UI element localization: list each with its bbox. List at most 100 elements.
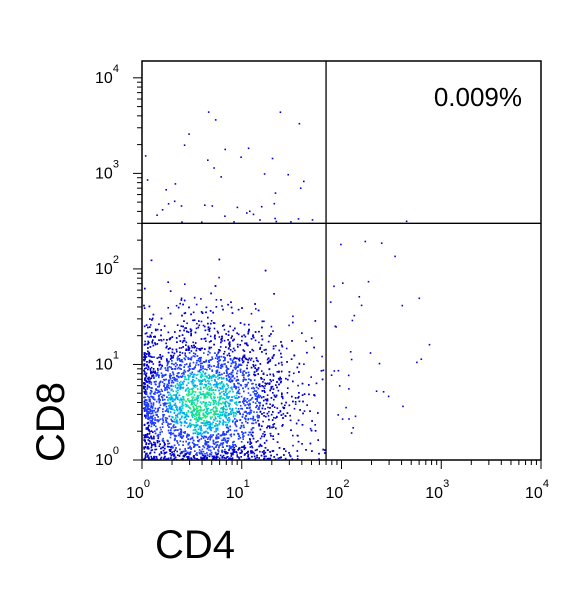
data-point (190, 403, 193, 406)
data-point (152, 344, 155, 347)
data-point (152, 392, 155, 395)
data-point (207, 364, 210, 367)
data-point (204, 431, 206, 434)
data-point (183, 299, 186, 302)
data-point (157, 369, 159, 372)
data-point (192, 423, 195, 426)
data-point (151, 319, 153, 321)
data-point (151, 397, 154, 399)
data-point (218, 336, 221, 338)
data-point (229, 412, 232, 415)
data-point (235, 387, 237, 390)
data-point (217, 415, 219, 418)
data-point (210, 346, 213, 349)
data-point (318, 452, 320, 455)
data-point (234, 421, 236, 424)
data-point (181, 411, 183, 414)
data-point (204, 375, 207, 377)
data-point (214, 352, 216, 354)
data-point (149, 355, 151, 358)
data-point (322, 369, 325, 372)
data-point (225, 408, 227, 411)
data-point (247, 412, 250, 414)
data-point (185, 389, 187, 391)
data-point (261, 435, 263, 438)
data-point (206, 396, 209, 399)
data-point (143, 451, 146, 453)
data-point (266, 374, 268, 376)
data-point (224, 391, 227, 393)
data-point (236, 379, 238, 381)
data-point (185, 404, 188, 406)
data-point (202, 365, 204, 368)
data-point (276, 371, 279, 373)
data-point (183, 366, 185, 368)
data-point (259, 428, 262, 431)
data-point (249, 359, 252, 361)
data-point (208, 361, 210, 363)
data-point (203, 386, 205, 389)
data-point (173, 421, 176, 423)
data-point (159, 418, 162, 421)
data-point (187, 405, 189, 407)
data-point (178, 432, 180, 435)
data-point (239, 363, 242, 366)
data-point (150, 402, 152, 405)
data-point (207, 350, 210, 353)
data-point (190, 388, 193, 390)
data-point (171, 451, 173, 454)
data-point (263, 349, 266, 351)
data-point (280, 380, 282, 383)
data-point (313, 346, 315, 349)
data-point (225, 400, 228, 403)
data-point (183, 357, 186, 360)
data-point (175, 390, 178, 393)
data-point (159, 431, 161, 434)
data-point (282, 417, 284, 419)
data-point (176, 442, 179, 444)
data-point (194, 457, 196, 460)
data-point (236, 343, 239, 346)
data-point (212, 401, 215, 403)
data-point (234, 415, 237, 417)
data-point (178, 408, 181, 410)
data-point (279, 410, 282, 412)
data-point (208, 412, 210, 415)
data-point (149, 326, 151, 328)
data-point (149, 410, 152, 412)
data-point (233, 446, 236, 449)
data-point (211, 455, 214, 458)
data-point (220, 364, 222, 367)
data-point (278, 383, 280, 386)
data-point (241, 407, 243, 410)
data-point (266, 412, 269, 415)
data-point (203, 431, 205, 434)
data-point (198, 425, 201, 428)
data-point (216, 429, 219, 431)
data-point (238, 360, 241, 362)
data-point (268, 335, 271, 337)
data-point (169, 290, 172, 292)
data-point (179, 364, 181, 367)
data-point (228, 391, 230, 394)
data-point (227, 339, 229, 341)
data-point (217, 436, 220, 438)
data-point (150, 442, 152, 445)
data-point (195, 364, 197, 366)
data-point (150, 415, 152, 418)
data-point (198, 320, 200, 322)
data-point (200, 298, 202, 300)
data-point (167, 281, 169, 283)
data-point (218, 422, 221, 425)
data-point (272, 388, 275, 390)
data-point (191, 436, 194, 439)
data-point (164, 402, 167, 405)
data-point (213, 322, 216, 324)
data-point (162, 440, 164, 442)
data-point (180, 399, 182, 401)
data-point (195, 413, 198, 416)
data-point (168, 415, 171, 418)
data-point (194, 444, 197, 446)
data-point (225, 369, 228, 372)
data-point (168, 423, 171, 425)
